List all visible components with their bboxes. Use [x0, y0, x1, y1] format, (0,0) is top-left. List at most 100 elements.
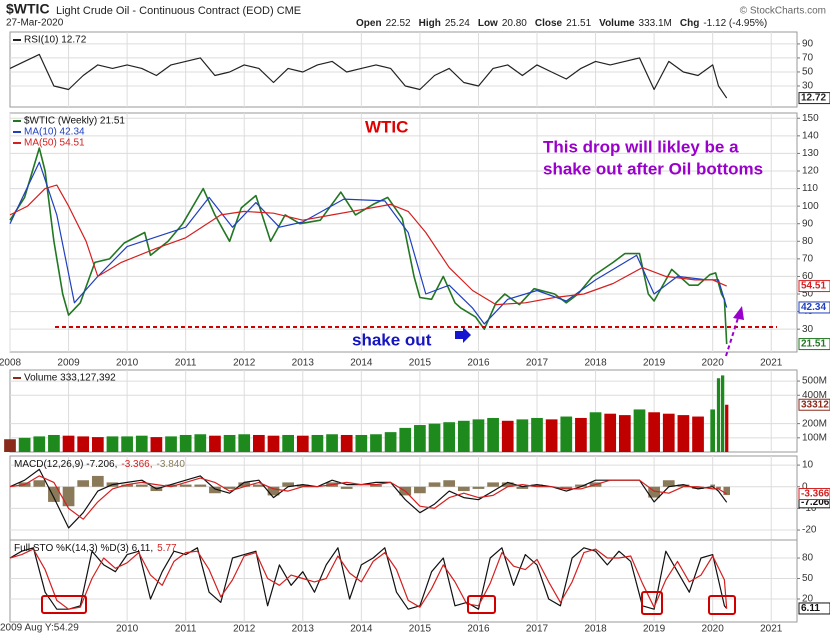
quote-label: Chg	[680, 18, 699, 29]
y-tick-label: 400M	[802, 390, 827, 401]
annotation: shake out after Oil bottoms	[543, 159, 763, 178]
y-tick-label: 0	[802, 481, 808, 492]
bar	[457, 420, 470, 452]
bar	[223, 486, 236, 489]
bar	[209, 486, 221, 494]
quote-value: 22.52	[386, 18, 411, 29]
bar	[340, 486, 353, 489]
annotation: WTIC	[365, 117, 408, 136]
bar	[121, 484, 133, 487]
y-tick-label: 50	[802, 67, 814, 78]
y-tick-label: 130	[802, 148, 819, 159]
x-tick-label: 2011	[175, 358, 197, 369]
series-line	[9, 147, 728, 345]
highlight-box	[467, 595, 496, 614]
y-tick-label: 140	[802, 130, 819, 141]
bar	[662, 413, 675, 452]
bar	[677, 484, 690, 487]
bar	[62, 486, 75, 507]
bar	[457, 486, 470, 492]
bar	[48, 434, 60, 452]
bar	[604, 413, 617, 452]
value-box-label: 42.34	[801, 302, 826, 313]
y-tick-label: 30	[802, 324, 814, 335]
bar	[648, 486, 660, 498]
bar	[531, 417, 543, 452]
blue-arrow	[455, 327, 471, 343]
bar	[121, 436, 133, 452]
bar	[223, 434, 236, 452]
y-tick-label: -20	[802, 525, 817, 536]
value-box	[798, 488, 830, 501]
y-tick-label: 60	[802, 271, 814, 282]
bar	[267, 486, 280, 496]
x-tick-label: 2010	[116, 358, 139, 369]
bar	[91, 437, 104, 452]
bar	[384, 432, 397, 452]
x-tick-label: 2019	[643, 358, 666, 369]
quote-value: 21.51	[566, 18, 591, 29]
bar	[443, 480, 456, 487]
legend-entry: RSI(10) 12.72	[24, 35, 87, 46]
bar	[135, 484, 148, 487]
bar	[414, 425, 426, 452]
y-tick-label: 80	[802, 553, 814, 564]
x-tick-label: 2019	[643, 624, 666, 634]
quote-line: Open 22.52 High 25.24 Low 20.80 Close 21.51 Volu…	[356, 18, 767, 29]
y-tick-label: 50	[802, 573, 814, 584]
legend-entry: -3.366,	[121, 459, 152, 470]
quote-value: -1.12 (-4.95%)	[703, 18, 767, 29]
x-tick-label: 2012	[233, 358, 256, 369]
bar	[487, 482, 499, 487]
x-tick-label: 2010	[116, 624, 139, 634]
bar	[516, 486, 529, 489]
y-tick-label: 10	[802, 460, 814, 471]
bar	[194, 484, 207, 487]
bar	[399, 427, 412, 452]
value-box-label: -3.366	[801, 489, 830, 500]
y-tick-label: 150	[802, 113, 819, 124]
series-line	[9, 53, 728, 99]
bar	[692, 486, 704, 489]
y-tick-label: -10	[802, 503, 817, 514]
series-line	[9, 548, 728, 610]
bar	[106, 436, 119, 452]
bar	[296, 435, 309, 452]
value-box-label: 12.72	[801, 93, 826, 104]
bar	[311, 434, 324, 452]
quote-label: Open	[356, 18, 382, 29]
x-tick-label: 2016	[467, 624, 490, 634]
bar	[253, 434, 265, 452]
value-box	[798, 92, 830, 105]
legend-entry: Full STO %K(14,3) %D(3) 6.11,	[14, 543, 153, 554]
bar	[135, 435, 148, 452]
bar	[545, 419, 558, 452]
bar	[633, 409, 646, 452]
x-tick-label: 2013	[292, 358, 315, 369]
highlight-box	[641, 591, 663, 615]
value-box-label: 21.51	[801, 339, 826, 350]
bar	[77, 480, 90, 487]
bar	[560, 486, 573, 489]
bar	[662, 480, 675, 487]
y-tick-label: 30	[802, 81, 814, 92]
bar	[194, 434, 207, 452]
bar	[77, 436, 90, 452]
bar	[91, 475, 104, 487]
y-tick-label: 20	[802, 594, 814, 605]
y-tick-label: 70	[802, 254, 814, 265]
bar	[501, 420, 514, 452]
bar	[326, 434, 338, 452]
bar	[720, 375, 725, 452]
y-tick-label: 70	[802, 53, 814, 64]
bar	[179, 484, 192, 487]
value-box-label: 33312	[801, 399, 829, 410]
quote-label: Close	[535, 18, 563, 29]
y-tick-label: 500M	[802, 376, 827, 387]
y-tick-label: 100	[802, 201, 819, 212]
value-box	[798, 338, 830, 351]
quote-label: High	[419, 18, 441, 29]
bar	[33, 480, 46, 487]
y-tick-label: 80	[802, 236, 814, 247]
legend-entry: MA(50) 54.51	[24, 138, 85, 149]
